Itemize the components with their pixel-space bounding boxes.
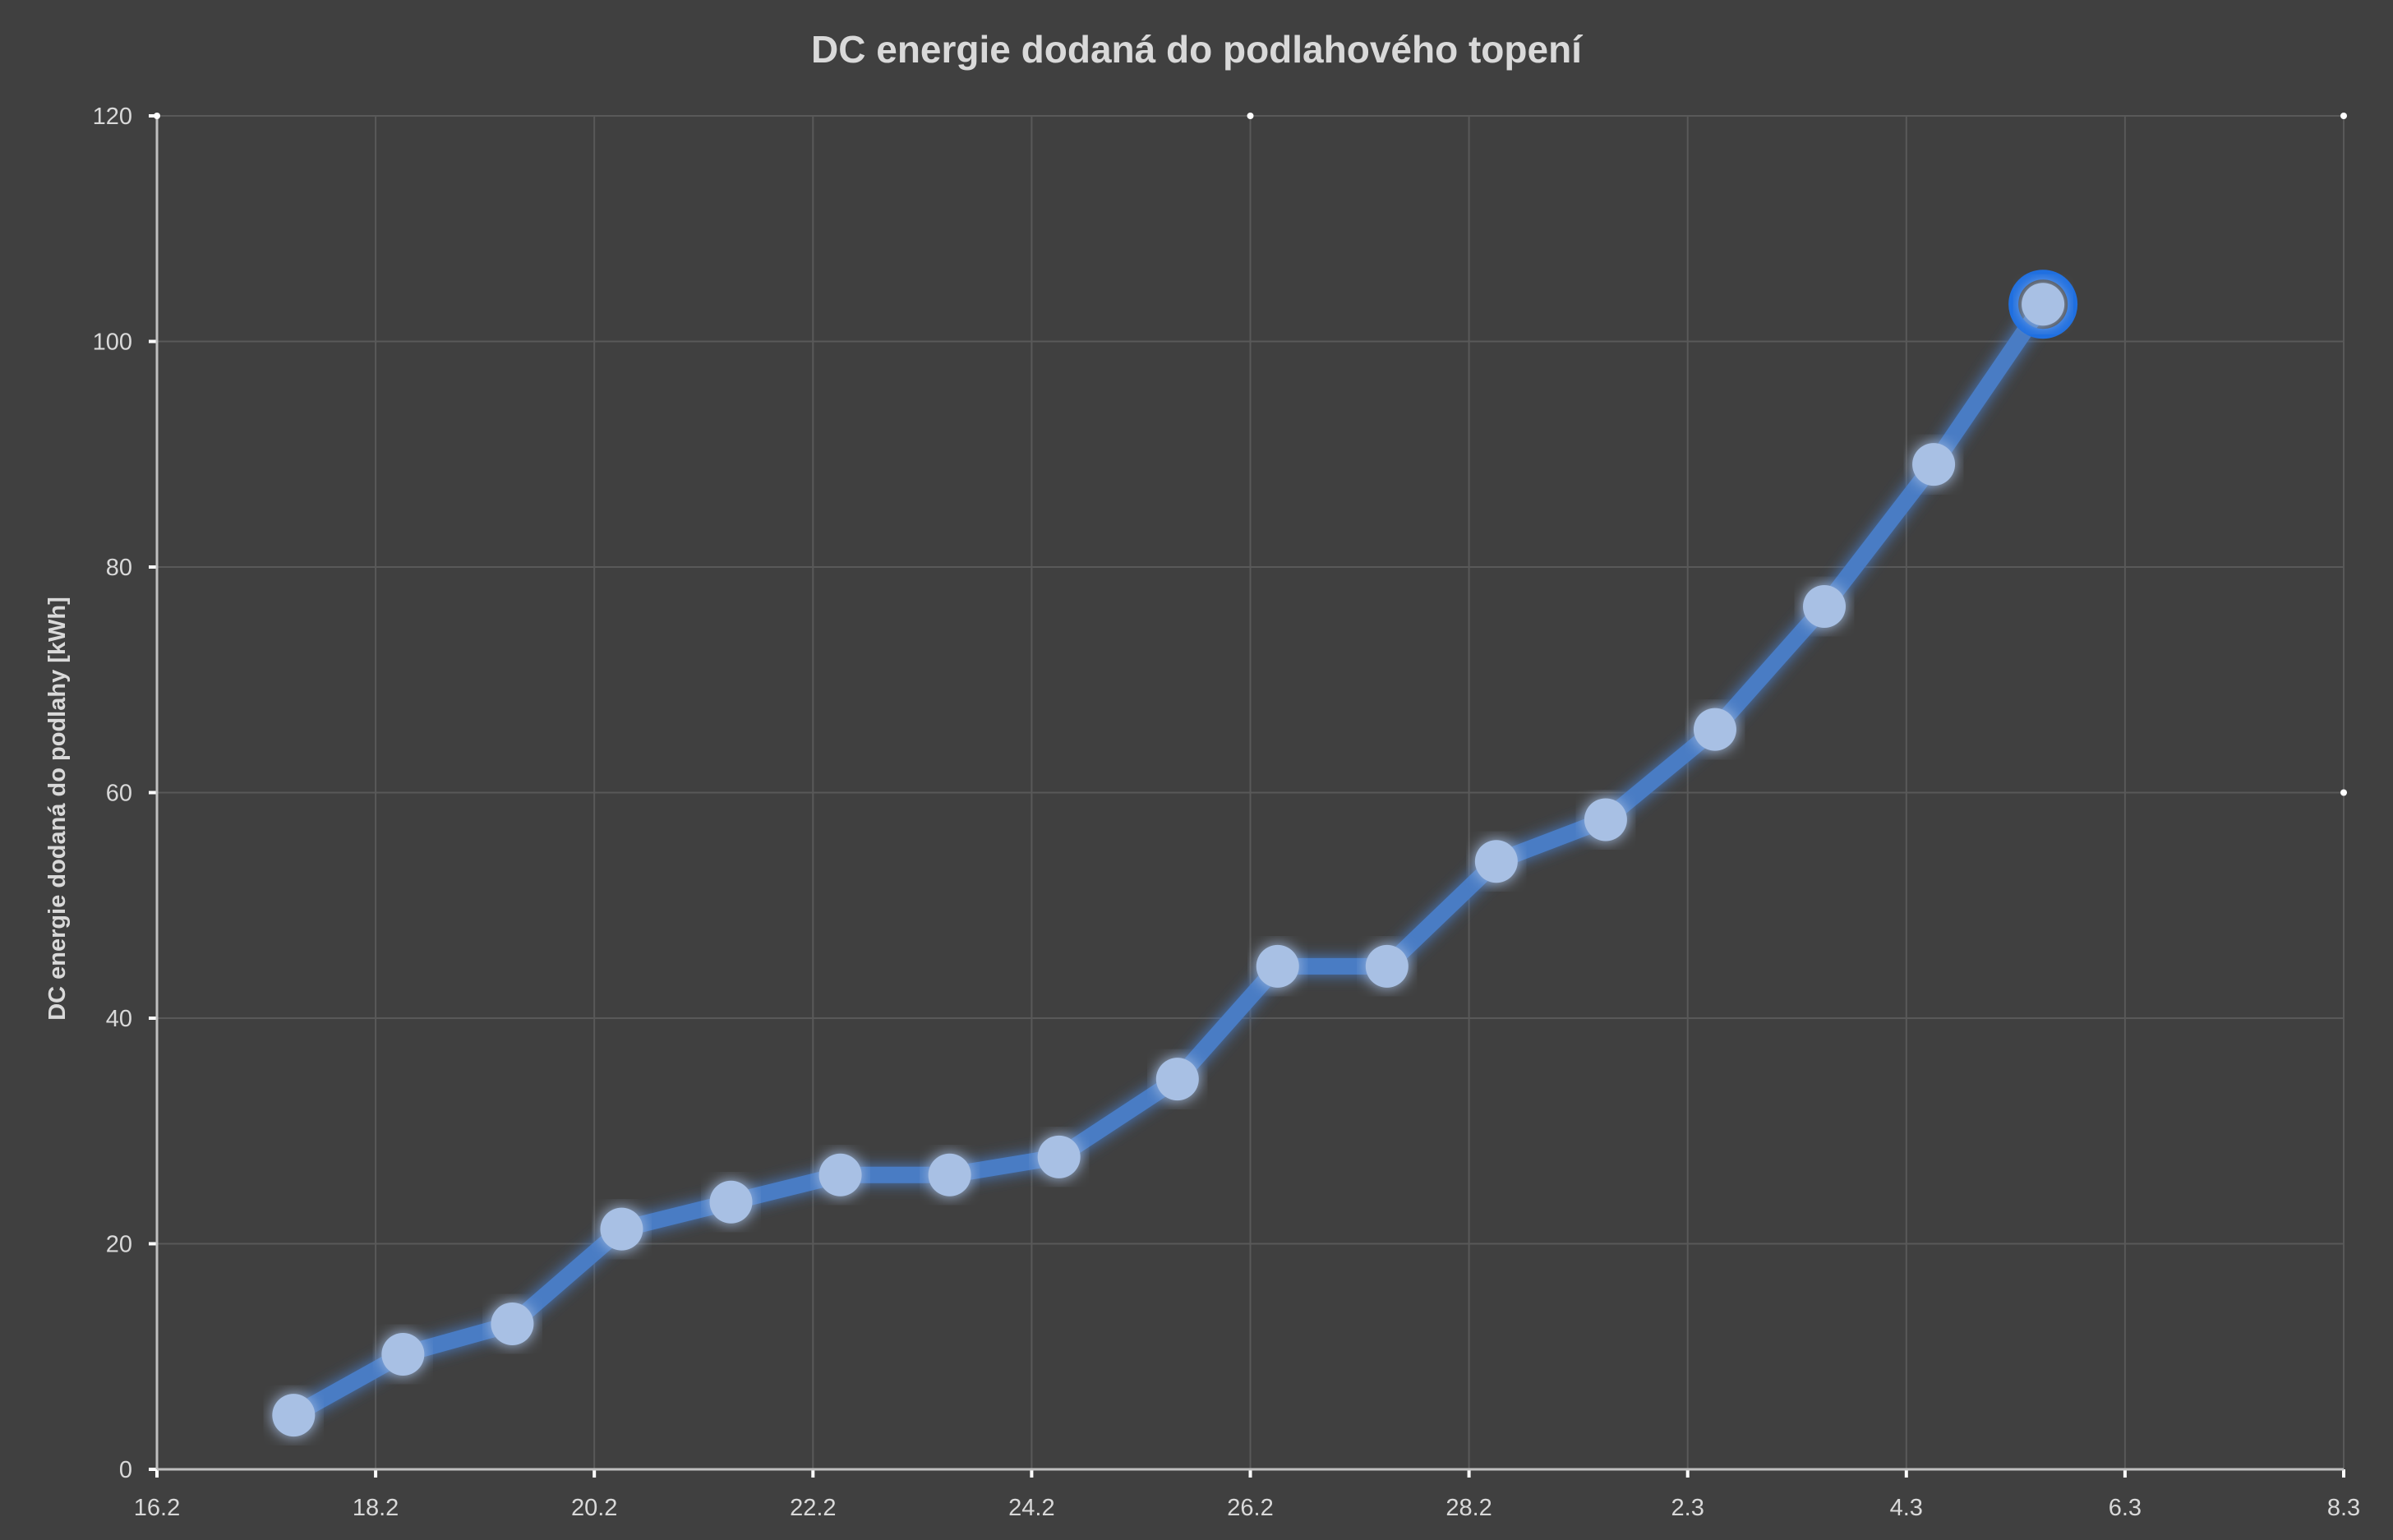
x-tick-label: 4.3 (1890, 1495, 1923, 1521)
y-tick-label: 20 (106, 1232, 132, 1258)
data-point[interactable] (381, 1333, 425, 1376)
data-point[interactable] (1693, 708, 1736, 751)
data-point[interactable] (1256, 944, 1299, 988)
selected-point-ring[interactable] (2008, 270, 2078, 339)
data-point[interactable] (818, 1153, 862, 1196)
data-point[interactable] (1155, 1058, 1199, 1101)
x-tick-label: 24.2 (1008, 1495, 1054, 1521)
x-tick-label: 28.2 (1445, 1495, 1492, 1521)
data-point[interactable] (2022, 283, 2065, 326)
x-tick-label: 26.2 (1227, 1495, 1273, 1521)
axis-layer: 0 20 40 60 80 100 120 16.2 18.2 20.2 22.2 24.2 26.2 2… (93, 104, 2361, 1521)
border-marker (2340, 789, 2347, 796)
label-layer: DC energie dodaná do podlahového topení … (44, 28, 1584, 1021)
data-point[interactable] (928, 1153, 971, 1196)
y-tick-label: 0 (119, 1457, 132, 1483)
series-line (285, 296, 2052, 1424)
y-tick-label: 40 (106, 1006, 132, 1032)
data-point[interactable] (709, 1180, 753, 1224)
data-point[interactable] (1037, 1135, 1081, 1178)
border-marker (154, 113, 160, 119)
series-layer (272, 270, 2078, 1437)
border-marker (2340, 113, 2347, 119)
x-tick-label: 22.2 (790, 1495, 836, 1521)
y-tick-label: 60 (106, 781, 132, 807)
x-tick-label: 6.3 (2109, 1495, 2142, 1521)
x-tick-label: 2.3 (1671, 1495, 1704, 1521)
y-tick-label: 120 (93, 104, 132, 130)
y-tick-label: 80 (106, 555, 132, 581)
y-axis-label: DC energie dodaná do podlahy [kWh] (44, 597, 71, 1021)
data-point[interactable] (1365, 944, 1409, 988)
data-point[interactable] (272, 1394, 316, 1437)
y-tick-label: 100 (93, 330, 132, 356)
data-point[interactable] (600, 1207, 643, 1251)
x-tick-label: 20.2 (571, 1495, 617, 1521)
chart-title: DC energie dodaná do podlahového topení (811, 28, 1584, 71)
data-point[interactable] (1803, 585, 1847, 629)
data-point[interactable] (1912, 443, 1956, 486)
data-point[interactable] (1584, 798, 1627, 841)
border-marker (1247, 113, 1254, 119)
data-point[interactable] (1474, 840, 1518, 883)
x-tick-label: 8.3 (2327, 1495, 2360, 1521)
x-tick-label: 18.2 (353, 1495, 399, 1521)
data-point[interactable] (491, 1302, 534, 1345)
x-tick-label: 16.2 (134, 1495, 180, 1521)
